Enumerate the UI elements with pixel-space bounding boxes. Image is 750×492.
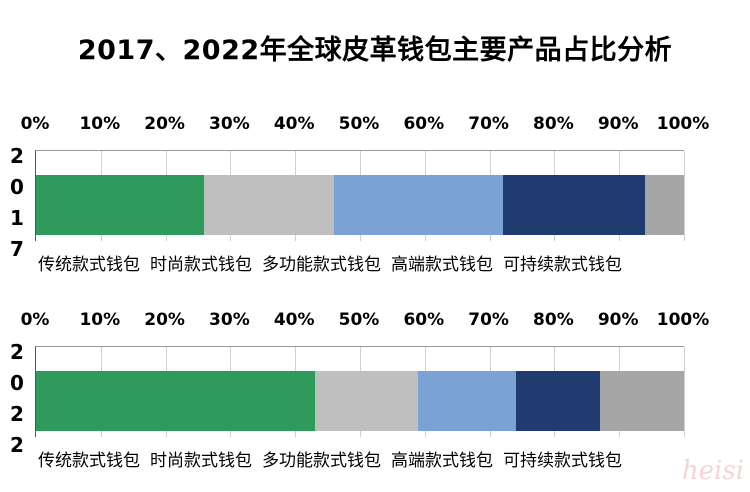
category-label-char: 2 [10, 340, 24, 364]
legend-item: 传统款式钱包 [38, 255, 140, 275]
category-label-char: 7 [10, 237, 24, 261]
x-tick-label: 60% [403, 310, 445, 330]
x-tick-label: 50% [338, 114, 380, 134]
legend: 传统款式钱包 时尚款式钱包 多功能款式钱包 高端款式钱包 可持续款式钱包 [38, 446, 632, 471]
legend-item: 可持续款式钱包 [503, 255, 622, 275]
category-label-char: 1 [10, 206, 24, 230]
legend-item: 可持续款式钱包 [503, 451, 622, 471]
x-tick-label: 100% [656, 114, 710, 134]
bar-segment [334, 175, 503, 235]
bar-segment [515, 371, 600, 431]
category-label-char: 0 [10, 175, 24, 199]
legend-item: 时尚款式钱包 [150, 255, 252, 275]
legend-item: 高端款式钱包 [391, 255, 493, 275]
legend-item: 多功能款式钱包 [262, 451, 381, 471]
legend: 传统款式钱包 时尚款式钱包 多功能款式钱包 高端款式钱包 可持续款式钱包 [38, 250, 632, 275]
x-tick-label: 30% [209, 310, 250, 330]
bar-segment [204, 175, 335, 235]
x-tick-label: 50% [338, 310, 380, 330]
chart-panel-2022: 0% 10% 20% 30% 40% 50% 60% 70% 80% 90% 100% 2 0 2 2 传统款… [0, 306, 750, 476]
category-label-char: 2 [10, 433, 24, 457]
x-tick-label: 70% [468, 310, 509, 330]
grid-line [684, 347, 685, 437]
plot-area [35, 346, 685, 437]
legend-item: 多功能款式钱包 [262, 255, 381, 275]
x-tick-label: 0% [20, 310, 50, 330]
x-tick-label: 80% [533, 114, 574, 134]
x-tick-label: 40% [273, 114, 315, 134]
category-label-char: 2 [10, 402, 24, 426]
plot-area [35, 150, 685, 241]
x-tick-label: 0% [20, 114, 50, 134]
bar-segment [314, 371, 419, 431]
category-label-char: 2 [10, 144, 24, 168]
x-tick-label: 90% [597, 114, 639, 134]
x-tick-label: 20% [144, 114, 185, 134]
legend-item: 时尚款式钱包 [150, 451, 252, 471]
bar-segment [599, 371, 684, 431]
legend-item: 高端款式钱包 [391, 451, 493, 471]
x-tick-label: 70% [468, 114, 509, 134]
bar-segment [36, 175, 205, 235]
grid-line [684, 151, 685, 241]
x-tick-label: 90% [597, 310, 639, 330]
chart-title: 2017、2022年全球皮革钱包主要产品占比分析 [77, 35, 673, 66]
x-tick-label: 10% [79, 114, 121, 134]
x-tick-label: 40% [273, 310, 315, 330]
watermark-logo: heisi [681, 456, 744, 486]
x-tick-label: 20% [144, 310, 185, 330]
legend-item: 传统款式钱包 [38, 451, 140, 471]
x-tick-label: 100% [656, 310, 710, 330]
bar-segment [502, 175, 646, 235]
x-tick-label: 80% [533, 310, 574, 330]
bar-segment [645, 175, 684, 235]
chart-panel-2017: 0% 10% 20% 30% 40% 50% 60% 70% 80% 90% 100% 2 0 1 7 传统款… [0, 110, 750, 280]
x-tick-label: 10% [79, 310, 121, 330]
category-label-char: 0 [10, 371, 24, 395]
x-tick-label: 30% [209, 114, 250, 134]
bar-segment [36, 371, 315, 431]
bar-segment [418, 371, 516, 431]
x-tick-label: 60% [403, 114, 445, 134]
